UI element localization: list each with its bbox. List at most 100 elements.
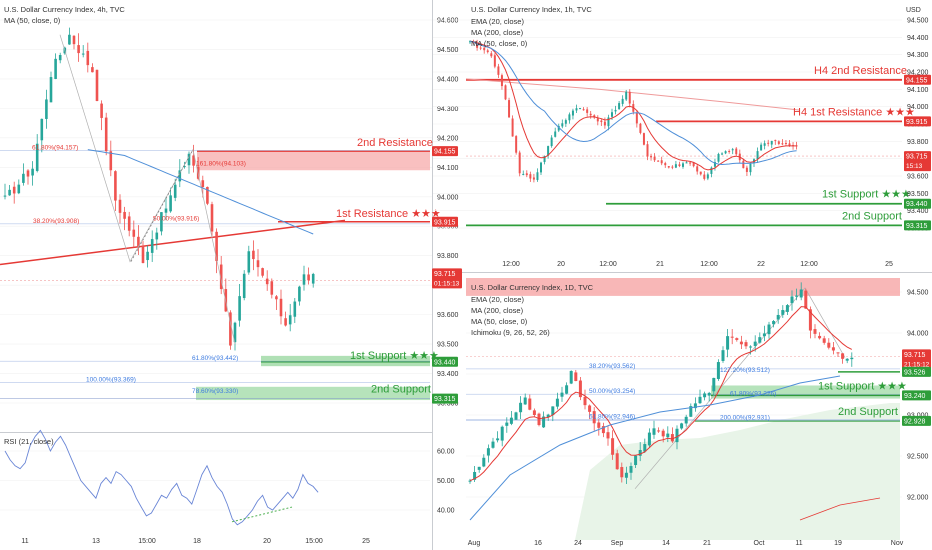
d1-candle-body [675,428,679,443]
d1-support1-tag-bg [902,390,931,401]
d1-x-tick: Oct [754,540,765,547]
h1-ema-legend: EMA (20, close) [471,17,524,26]
h4-candle-body [173,184,177,198]
rsi-panel: 60.00 50.00 40.00 [0,429,455,526]
d1-candle-body [606,432,610,439]
h4-candle-body [137,236,140,248]
h1-candle-body [500,75,503,87]
h1-candle-body [671,166,674,168]
d1-candle-body [689,406,693,417]
h4-candle-body [91,67,94,73]
d1-candle-body [601,426,605,434]
d1-candle-body [657,430,661,432]
h1-candle-body [767,142,770,144]
h1-candle-body [777,141,780,144]
d1-support2-tag-value: 92.928 [904,418,926,425]
h1-candle-body [770,140,773,145]
h4-resistance2-tag-bg [432,146,458,157]
h1-candle-body [486,50,489,53]
d1-x-tick: 11 [795,540,802,547]
d1-x-tick: 21 [703,540,711,547]
h4-price-tag-bg [432,268,462,289]
h1-candle-body [564,120,567,124]
h1-candle-body [508,100,511,118]
h4-candle-body [127,216,131,231]
h1-y-tick: 93.600 [907,174,929,181]
d1-candle-body [795,295,799,297]
h4-zigzag-dashed [130,149,194,262]
d1-candle-body [629,466,633,473]
h1-candle-body [618,103,621,110]
d1-candle-body [730,336,734,338]
h4-trendline [0,219,346,266]
h4-y-tick: 94.500 [437,47,459,54]
h4-candle-body [22,173,25,183]
h1-candle-body [763,143,766,146]
d1-price-tag-bg [902,349,931,370]
h1-axis-unit: USD [906,7,921,14]
d1-candle-body [836,352,840,354]
d1-x-tick: 16 [534,540,542,547]
d1-x-tick: Sep [611,540,624,547]
h4-support2-tag-bg [432,393,458,404]
h1-candle-body [536,172,539,180]
h1-candle-body [611,112,613,117]
d1-candle-body [514,412,518,420]
h1-candle-body [731,149,734,151]
h4-candle-body [192,155,195,166]
h4-chart-panel: 61.80%(94.157) 161.80%(94.103) 38.20%(93.9… [0,18,462,545]
h4-candle-body [40,118,44,141]
h4-x-tick: 15:00 [138,538,156,545]
h4-resistance1-tag-value: 93.915 [434,219,456,226]
h1-level-label: 2nd Support [842,210,902,222]
d1-candle-body [703,393,707,398]
h4-candle-body [256,260,260,268]
h4-resistance-zone [197,151,430,171]
d1-candle-body [638,449,642,456]
h4-fib-label: 61.80%(94.157) [32,145,78,152]
h1-candle-body [589,113,592,116]
h4-candle-body [12,186,16,194]
h4-candle-body [284,318,287,326]
d1-candle-body [523,397,527,405]
d1-candle-body [785,305,789,312]
d1-candle-body [542,416,546,428]
d1-candle-body [578,380,582,398]
h4-x-tick: 20 [263,538,271,545]
h1-candle-body [525,173,528,176]
h4-candle-body [160,212,163,232]
d1-ma50-legend: MA (50, close, 0) [471,317,528,326]
h1-level-label: 1st Support ★★★ [822,189,911,201]
h4-candle-body [100,103,103,118]
h1-candle-body [614,109,617,112]
h1-candle-body [540,162,542,173]
h1-candle-body [518,152,521,174]
h1-candle-body [650,156,653,158]
h4-candle-body [206,186,209,204]
h1-candle-body [749,163,752,173]
d1-support1-tag-value: 93.240 [904,393,926,400]
h4-support1-tag-value: 93.440 [434,359,456,366]
h4-candle-body [3,195,7,197]
h4-candle-body [233,322,237,343]
h1-x-tick: 12:00 [502,261,520,268]
rsi-y-tick: 60.00 [437,449,455,456]
h4-resistance2-tag-value: 94.155 [434,149,456,156]
h1-candle-body [653,156,656,161]
h4-y-tick: 93.900 [437,224,459,231]
h1-level-label: H4 1st Resistance ★★★ [793,106,915,118]
d1-candle-body [744,342,748,347]
h4-level-label: 1st Resistance ★★★ [336,208,441,220]
h1-x-tick: 20 [557,261,565,268]
h4-candle-body [150,239,154,253]
h4-y-tick: 94.300 [437,106,459,113]
d1-candle-body [721,350,725,361]
h1-ma200-legend: MA (200, close) [471,28,524,37]
d1-fib-label: 50.00%(93.254) [589,388,635,395]
h1-candle-body [479,47,482,49]
h4-fib-label: 50.00%(93.916) [153,216,199,223]
d1-candle-body [712,377,716,392]
h4-y-tick: 93.400 [437,371,459,378]
h1-candle-body [788,143,791,146]
d1-candle-body [634,455,638,466]
